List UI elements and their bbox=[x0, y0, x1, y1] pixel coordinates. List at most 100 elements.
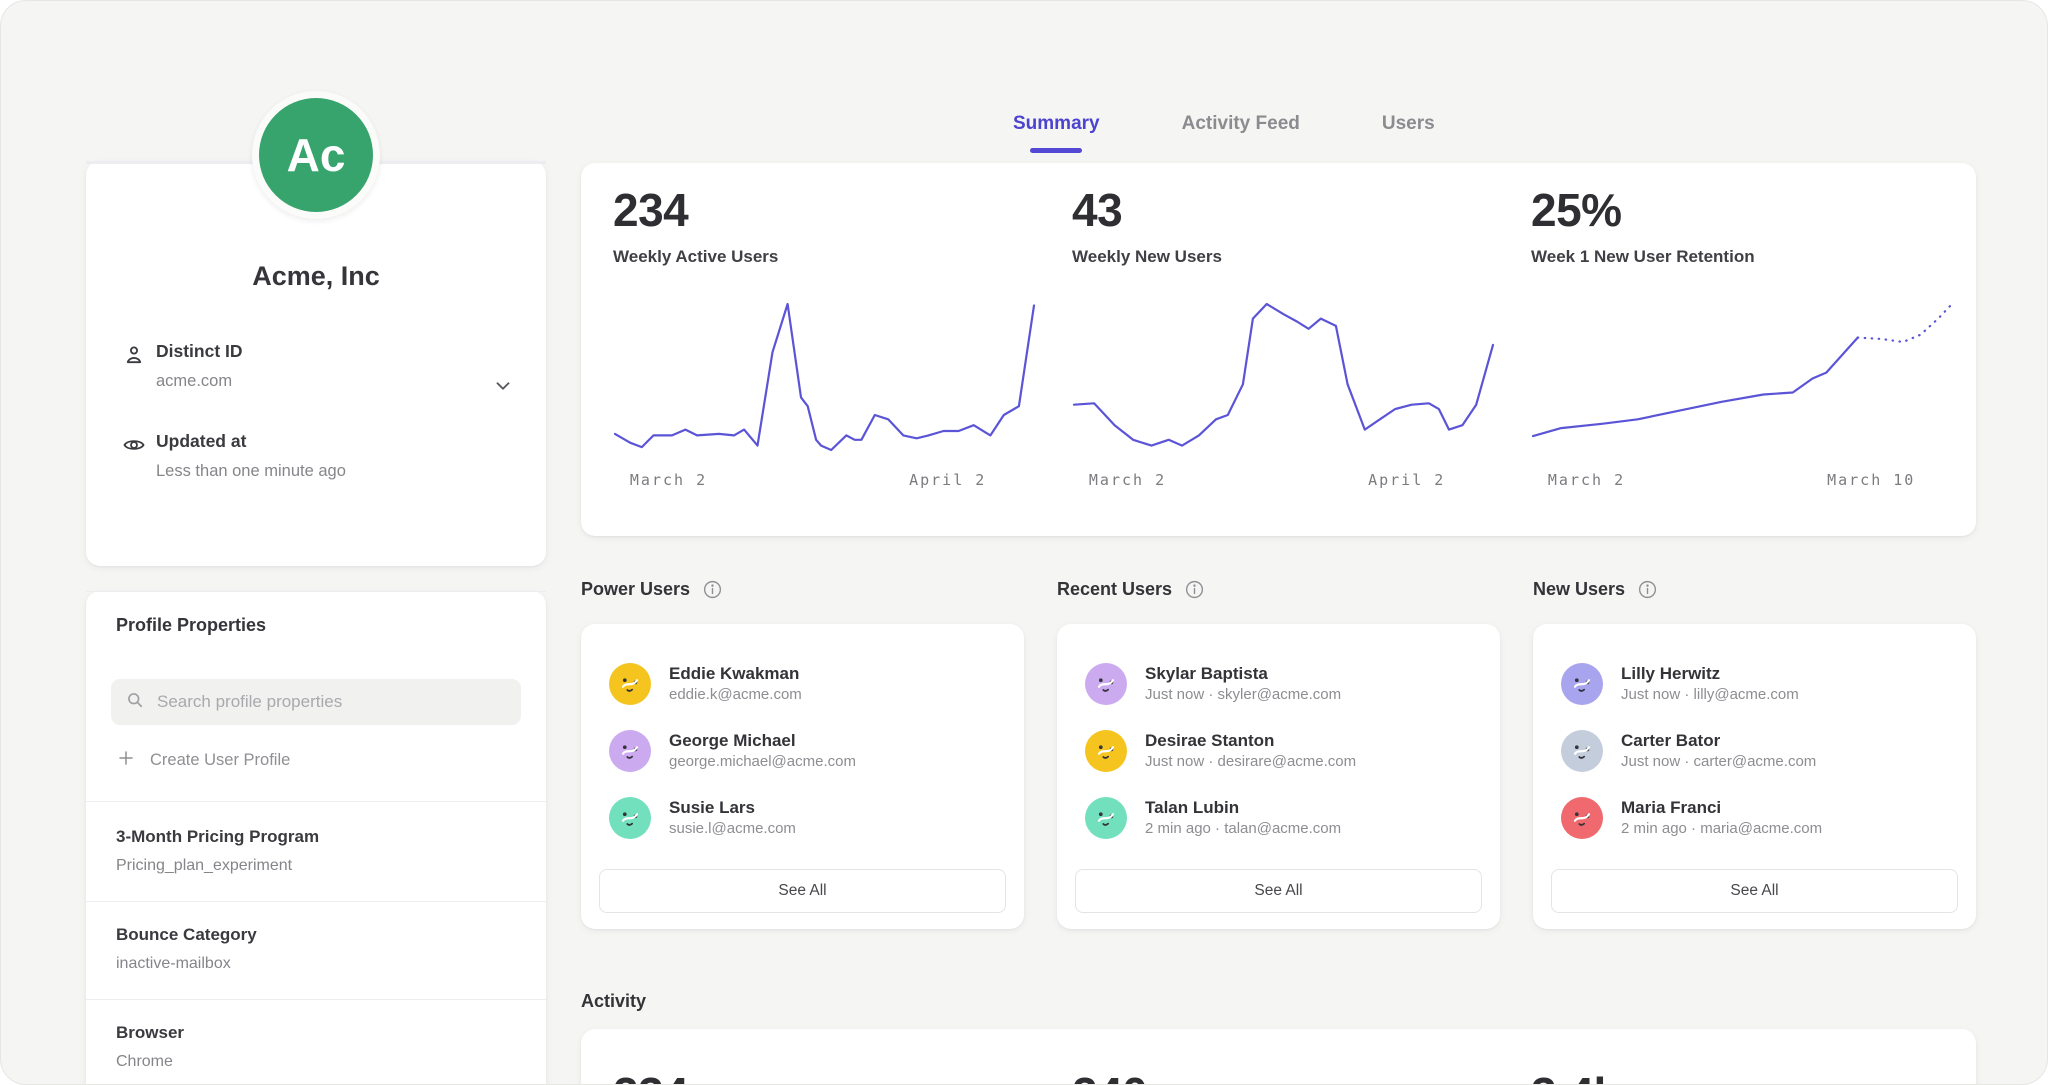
tab-bar: Summary Activity Feed Users bbox=[1013, 113, 1435, 153]
stat-weekly-active-users: 234 Weekly Active Users March 2 April 2 bbox=[613, 163, 1036, 536]
see-all-button[interactable]: See All bbox=[599, 869, 1006, 913]
tab-activity-feed[interactable]: Activity Feed bbox=[1181, 113, 1300, 134]
recent-users-header: Recent Users bbox=[1057, 579, 1500, 600]
profile-card: Acme, Inc Distinct ID acme.com bbox=[86, 161, 546, 689]
user-row[interactable]: Eddie Kwakman eddie.k@acme.com bbox=[609, 650, 996, 717]
info-icon[interactable] bbox=[1637, 579, 1658, 600]
section-title: Power Users bbox=[581, 579, 691, 599]
user-row[interactable]: Talan Lubin 2 min ago · talan@acme.com bbox=[1085, 784, 1472, 851]
user-row[interactable]: Carter Bator Just now · carter@acme.com bbox=[1561, 717, 1948, 784]
user-detail: Just now · carter@acme.com bbox=[1621, 753, 1817, 770]
user-row[interactable]: Desirae Stanton Just now · desirare@acme… bbox=[1085, 717, 1472, 784]
activity-stat-value: 234 bbox=[613, 1067, 689, 1084]
person-icon bbox=[122, 343, 146, 372]
divider bbox=[86, 999, 546, 1000]
activity-stat-value: 240 bbox=[1072, 1067, 1148, 1084]
activity-title: Activity bbox=[581, 991, 647, 1011]
info-icon[interactable] bbox=[1184, 579, 1205, 600]
see-all-button[interactable]: See All bbox=[1075, 869, 1482, 913]
divider bbox=[86, 801, 546, 802]
user-name: Desirae Stanton bbox=[1145, 731, 1275, 750]
profile-properties-card: Profile Properties Create User Profile 3… bbox=[86, 591, 546, 1084]
distinct-id-value: acme.com bbox=[156, 372, 233, 390]
user-name: Carter Bator bbox=[1621, 731, 1721, 750]
doodle-face-icon bbox=[1097, 744, 1115, 759]
user-detail: 2 min ago · talan@acme.com bbox=[1145, 820, 1342, 837]
property-name: Browser bbox=[116, 1023, 185, 1042]
stat-value: 43 bbox=[1072, 184, 1123, 236]
user-name: Susie Lars bbox=[669, 798, 755, 817]
stat-label: Weekly Active Users bbox=[613, 247, 779, 266]
user-row[interactable]: Maria Franci 2 min ago · maria@acme.com bbox=[1561, 784, 1948, 851]
user-name: Talan Lubin bbox=[1145, 798, 1240, 817]
company-avatar-initials: Ac bbox=[259, 98, 373, 212]
info-icon[interactable] bbox=[702, 579, 723, 600]
doodle-face-icon bbox=[1097, 811, 1115, 826]
chevron-down-icon[interactable] bbox=[492, 375, 514, 402]
user-row[interactable]: Skylar Baptista Just now · skyler@acme.c… bbox=[1085, 650, 1472, 717]
power-users-header: Power Users bbox=[581, 579, 1024, 600]
property-value: inactive-mailbox bbox=[116, 955, 231, 972]
x-tick: March 2 bbox=[1088, 471, 1167, 489]
user-lists-row: Power Users Recent Users New Users bbox=[581, 579, 1976, 929]
distinct-id-label: Distinct ID bbox=[156, 341, 243, 361]
user-avatar bbox=[1561, 729, 1603, 772]
profile-properties-title: Profile Properties bbox=[116, 615, 267, 635]
user-row[interactable]: Lilly Herwitz Just now · lilly@acme.com bbox=[1561, 650, 1948, 717]
user-name: Maria Franci bbox=[1621, 798, 1722, 817]
plus-icon bbox=[117, 749, 135, 772]
property-row[interactable]: Browser Chrome bbox=[116, 1023, 516, 1071]
activity-card: 234 240 3.4k bbox=[581, 1029, 1976, 1084]
stat-week1-retention: 25% Week 1 New User Retention March 2 Ma… bbox=[1531, 163, 1954, 536]
doodle-face-icon bbox=[1573, 744, 1591, 759]
profile-properties-search[interactable] bbox=[111, 679, 521, 725]
divider bbox=[86, 591, 546, 592]
user-detail: Just now · skyler@acme.com bbox=[1145, 686, 1342, 703]
x-tick: April 2 bbox=[909, 471, 987, 489]
doodle-face-icon bbox=[1097, 677, 1115, 692]
weekly-active-users-chart bbox=[613, 302, 1036, 452]
activity-stat-value: 3.4k bbox=[1531, 1067, 1619, 1084]
user-row[interactable]: George Michael george.michael@acme.com bbox=[609, 717, 996, 784]
user-avatar bbox=[1085, 796, 1127, 839]
company-name: Acme, Inc bbox=[252, 261, 380, 291]
user-name: Eddie Kwakman bbox=[669, 664, 800, 683]
recent-users-card: Skylar Baptista Just now · skyler@acme.c… bbox=[1057, 624, 1500, 929]
user-avatar bbox=[1561, 796, 1603, 839]
property-row[interactable]: Bounce Category inactive-mailbox bbox=[116, 925, 516, 973]
create-user-profile-label: Create User Profile bbox=[150, 751, 291, 769]
property-name: 3-Month Pricing Program bbox=[116, 827, 320, 846]
property-value: Pricing_plan_experiment bbox=[116, 857, 293, 874]
user-row[interactable]: Susie Lars susie.l@acme.com bbox=[609, 784, 996, 851]
user-detail: eddie.k@acme.com bbox=[669, 686, 802, 703]
divider bbox=[86, 901, 546, 902]
weekly-new-users-chart bbox=[1072, 302, 1495, 447]
x-axis: March 2 April 2 bbox=[613, 471, 1036, 493]
updated-at-row: Updated at Less than one minute ago bbox=[86, 431, 546, 481]
power-users-card: Eddie Kwakman eddie.k@acme.com George Mi… bbox=[581, 624, 1024, 929]
search-input[interactable] bbox=[155, 691, 507, 713]
x-tick: March 10 bbox=[1827, 471, 1916, 489]
user-detail: 2 min ago · maria@acme.com bbox=[1621, 820, 1823, 837]
stat-value: 25% bbox=[1531, 184, 1622, 236]
eye-icon bbox=[122, 433, 146, 462]
section-title: New Users bbox=[1533, 579, 1626, 599]
user-name: George Michael bbox=[669, 731, 796, 750]
property-row[interactable]: 3-Month Pricing Program Pricing_plan_exp… bbox=[116, 827, 516, 875]
create-user-profile-button[interactable]: Create User Profile bbox=[117, 749, 290, 772]
user-name: Lilly Herwitz bbox=[1621, 664, 1721, 683]
tab-summary[interactable]: Summary bbox=[1013, 113, 1100, 153]
summary-stats-card: 234 Weekly Active Users March 2 April 2 … bbox=[581, 163, 1976, 536]
user-detail: susie.l@acme.com bbox=[669, 820, 796, 837]
stat-label: Weekly New Users bbox=[1072, 247, 1222, 266]
x-tick: April 2 bbox=[1368, 471, 1446, 489]
user-detail: Just now · desirare@acme.com bbox=[1145, 753, 1357, 770]
stat-weekly-new-users: 43 Weekly New Users March 2 April 2 bbox=[1072, 163, 1495, 536]
tab-users[interactable]: Users bbox=[1381, 113, 1435, 134]
company-avatar: Ac bbox=[252, 91, 380, 219]
see-all-button[interactable]: See All bbox=[1551, 869, 1958, 913]
distinct-id-row[interactable]: Distinct ID acme.com bbox=[86, 341, 546, 391]
x-axis: March 2 April 2 bbox=[1072, 471, 1495, 493]
new-users-card: Lilly Herwitz Just now · lilly@acme.com … bbox=[1533, 624, 1976, 929]
section-title: Recent Users bbox=[1057, 579, 1173, 599]
